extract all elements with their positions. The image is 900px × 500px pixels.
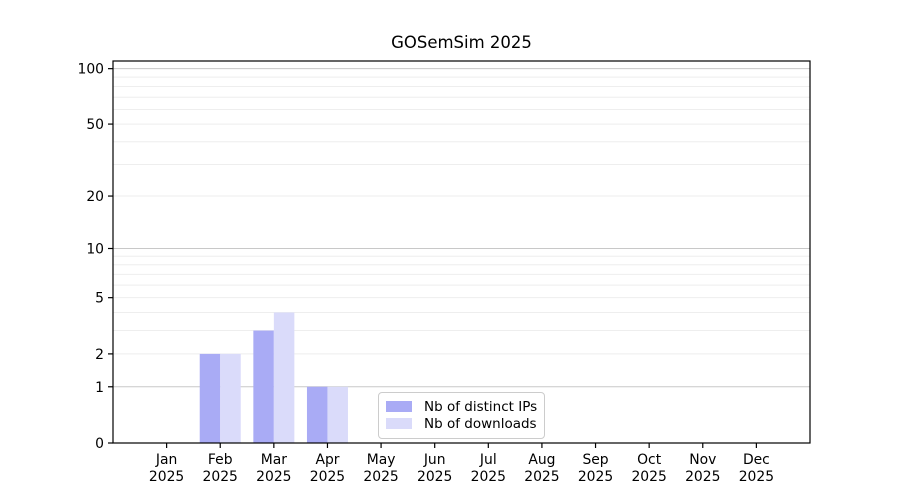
bar-downloads — [327, 386, 348, 443]
x-tick-label-month: Jul — [479, 452, 497, 468]
x-tick-label-month: Mar — [261, 452, 287, 468]
x-tick-label-month: Nov — [689, 452, 716, 468]
x-tick-label-month: Jun — [423, 452, 446, 468]
x-tick-label-month: Feb — [208, 452, 233, 468]
x-tick-label-year: 2025 — [471, 469, 506, 485]
plot-frame — [112, 60, 811, 444]
y-tick-label: 5 — [95, 291, 104, 307]
x-tick-label-month: Jan — [155, 452, 177, 468]
legend-label-distinct-ips: Nb of distinct IPs — [424, 398, 538, 415]
chart-title: GOSemSim 2025 — [391, 33, 532, 52]
x-tick-label-year: 2025 — [363, 469, 398, 485]
y-tick-label: 2 — [95, 347, 104, 363]
x-tick-label-month: Dec — [743, 452, 770, 468]
y-tick-label: 0 — [95, 436, 104, 452]
legend-swatch-distinct-ips — [386, 401, 412, 412]
x-tick-label-month: Oct — [637, 452, 662, 468]
x-tick-label-year: 2025 — [149, 469, 184, 485]
y-tick-label: 10 — [86, 242, 104, 258]
x-tick-label-year: 2025 — [578, 469, 613, 485]
legend-swatch-downloads — [386, 418, 412, 429]
x-tick-label-month: Aug — [528, 452, 555, 468]
bar-downloads — [273, 312, 295, 443]
bar-distinct-ips — [306, 386, 328, 443]
x-tick-label-year: 2025 — [310, 469, 345, 485]
y-tick-label: 50 — [86, 117, 104, 133]
x-tick-label-year: 2025 — [524, 469, 559, 485]
x-tick-label-year: 2025 — [685, 469, 720, 485]
x-tick-label-year: 2025 — [739, 469, 774, 485]
bar-distinct-ips — [253, 330, 274, 443]
y-tick-label: 100 — [77, 62, 104, 78]
x-tick-label-year: 2025 — [203, 469, 238, 485]
legend-item-distinct-ips: Nb of distinct IPs — [386, 398, 537, 415]
legend-label-downloads: Nb of downloads — [424, 415, 537, 432]
bar-distinct-ips — [199, 353, 221, 443]
legend-item-downloads: Nb of downloads — [386, 415, 537, 432]
x-tick-label-month: Sep — [582, 452, 608, 468]
x-tick-label-year: 2025 — [256, 469, 291, 485]
y-tick-label: 20 — [86, 189, 104, 205]
y-tick-label: 1 — [95, 380, 104, 396]
x-tick-label-year: 2025 — [417, 469, 452, 485]
x-tick-label-month: May — [367, 452, 396, 468]
x-tick-label-month: Apr — [315, 452, 339, 468]
legend: Nb of distinct IPs Nb of downloads — [378, 392, 545, 439]
bar-downloads — [220, 353, 241, 443]
x-tick-label-year: 2025 — [631, 469, 666, 485]
